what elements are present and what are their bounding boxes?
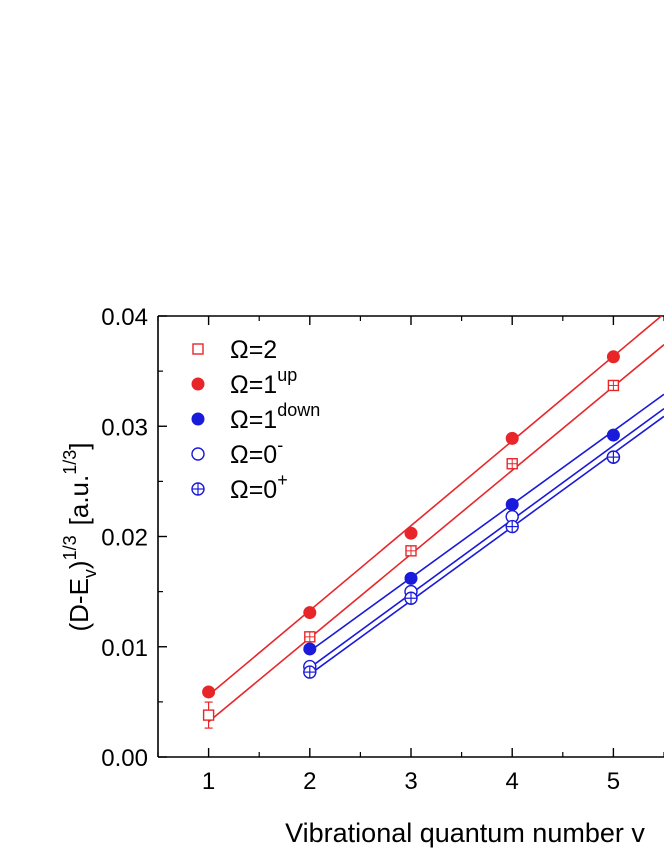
data-point (404, 591, 418, 605)
y-label-close: ) (64, 560, 94, 569)
y-label-unit-sup: 1/3 (60, 450, 80, 475)
data-point (505, 431, 519, 445)
legend-label-sup: + (277, 470, 288, 490)
y-tick-label: 0.01 (101, 635, 148, 662)
y-label-unit-close: ] (64, 443, 94, 450)
y-label-sup: 1/3 (60, 535, 80, 560)
legend-entry-4: Ω=0+ (191, 470, 288, 504)
data-point (607, 379, 620, 392)
legend-label-sup: - (277, 435, 283, 455)
y-label-unit: [a.u. (64, 475, 94, 526)
legend-label-sup: up (277, 365, 297, 385)
series-1 (202, 316, 663, 699)
legend-label-base: Ω=1 (230, 406, 277, 434)
legend-marker (192, 343, 204, 355)
y-axis: 0.00 0.01 0.02 0.03 0.04 (101, 304, 167, 772)
legend-entry-1: Ω=1up (191, 365, 297, 399)
legend-label: Ω=0- (230, 435, 283, 469)
data-point (303, 665, 317, 679)
fit-line (208, 316, 663, 696)
data-point (404, 526, 418, 540)
fit-line (309, 407, 664, 669)
series-0 (202, 344, 664, 729)
data-point (304, 631, 316, 643)
x-tick-label: 5 (607, 768, 620, 795)
x-axis: 1 2 3 4 5 (157, 316, 664, 795)
plot-area (158, 315, 664, 729)
series-4 (303, 415, 664, 679)
legend-label-base: Ω=2 (230, 336, 277, 364)
legend-marker (191, 377, 205, 391)
data-point (606, 428, 620, 442)
y-tick-label: 0.04 (101, 304, 148, 331)
legend-entry-2: Ω=1down (191, 400, 320, 434)
data-point (506, 458, 518, 470)
legend-label-sup: down (277, 400, 320, 420)
legend-label-base: Ω=1 (230, 371, 277, 399)
data-point (505, 519, 519, 534)
y-tick-label: 0.03 (101, 414, 148, 441)
x-tick-label: 4 (506, 768, 519, 795)
fit-line (208, 344, 664, 723)
data-point (303, 642, 317, 656)
data-point (303, 606, 317, 620)
legend-marker (191, 482, 205, 496)
data-point (405, 545, 417, 557)
x-tick-label: 1 (202, 768, 215, 795)
legend-marker (191, 412, 205, 426)
legend-label: Ω=2 (230, 336, 277, 364)
data-point (606, 350, 620, 364)
y-label-sub: v (80, 569, 100, 578)
x-axis-label: Vibrational quantum number v (285, 818, 645, 848)
fit-line (309, 415, 664, 675)
y-label-base: (D-E (64, 578, 94, 631)
y-tick-label: 0.00 (101, 745, 148, 772)
legend-label: Ω=1down (230, 400, 320, 434)
data-point (404, 571, 418, 585)
legend-label-base: Ω=0 (230, 441, 277, 469)
legend-entry-3: Ω=0- (191, 435, 283, 469)
x-tick-label: 3 (404, 768, 417, 795)
x-tick-label: 2 (303, 768, 316, 795)
data-point (202, 685, 216, 699)
y-tick-label: 0.02 (101, 525, 148, 552)
data-point (505, 498, 519, 512)
y-axis-label: (D-Ev)1/3[a.u.1/3] (60, 443, 100, 632)
legend-entry-0: Ω=2 (192, 336, 277, 364)
data-point (606, 450, 621, 464)
legend-label: Ω=0+ (230, 470, 288, 504)
legend-marker (191, 447, 205, 461)
data-point (202, 709, 215, 721)
legend-label-base: Ω=0 (230, 476, 277, 504)
series-3 (303, 407, 664, 674)
series-2 (303, 393, 664, 656)
fit-line (309, 393, 664, 652)
legend-label: Ω=1up (230, 365, 297, 399)
